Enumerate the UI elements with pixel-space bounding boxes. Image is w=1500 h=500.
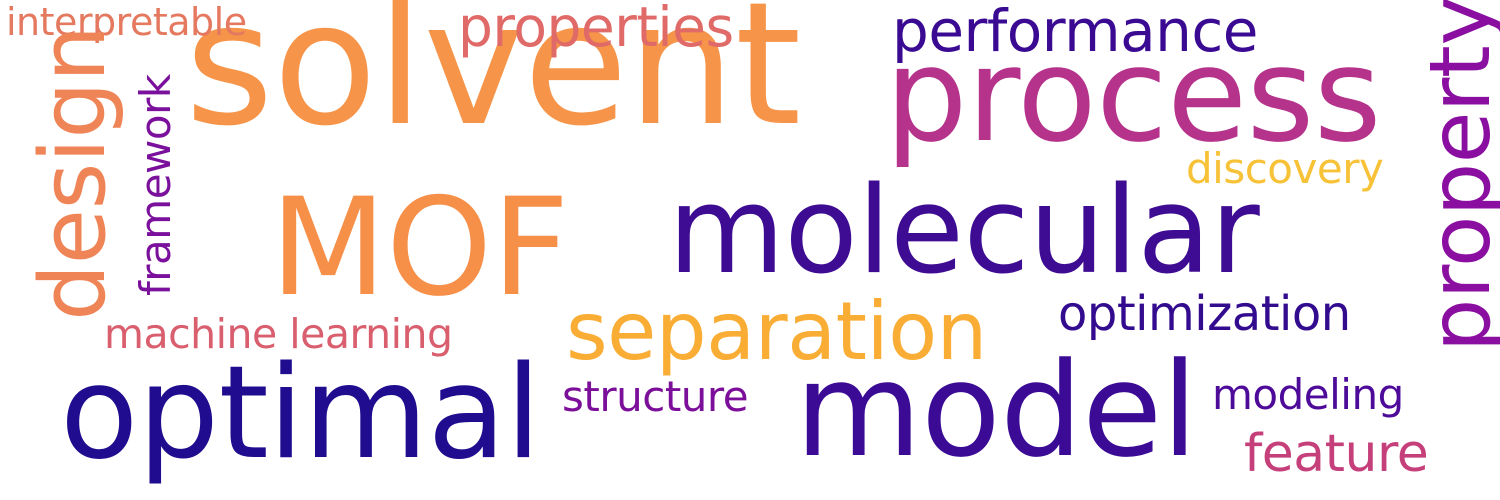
word-feature: feature (1244, 424, 1429, 484)
word-modeling: modeling (1212, 370, 1404, 419)
word-performance: performance (892, 0, 1258, 65)
word-design: design (21, 25, 126, 321)
word-discovery: discovery (1186, 144, 1384, 193)
word-optimal: optimal (60, 339, 541, 488)
word-properties: properties (458, 0, 734, 59)
word-machine-learning: machine learning (104, 310, 453, 358)
word-model: model (795, 334, 1198, 486)
word-mof: MOF (270, 169, 569, 326)
word-process: process (885, 19, 1382, 171)
word-molecular: molecular (668, 162, 1260, 301)
word-framework: framework (131, 74, 180, 296)
word-optimization: optimization (1058, 286, 1351, 342)
word-separation: separation (566, 285, 987, 378)
word-structure: structure (562, 372, 749, 421)
word-interpretable: interpretable (6, 0, 247, 44)
word-solvent: solvent (185, 0, 801, 164)
word-property: property (1411, 0, 1500, 352)
